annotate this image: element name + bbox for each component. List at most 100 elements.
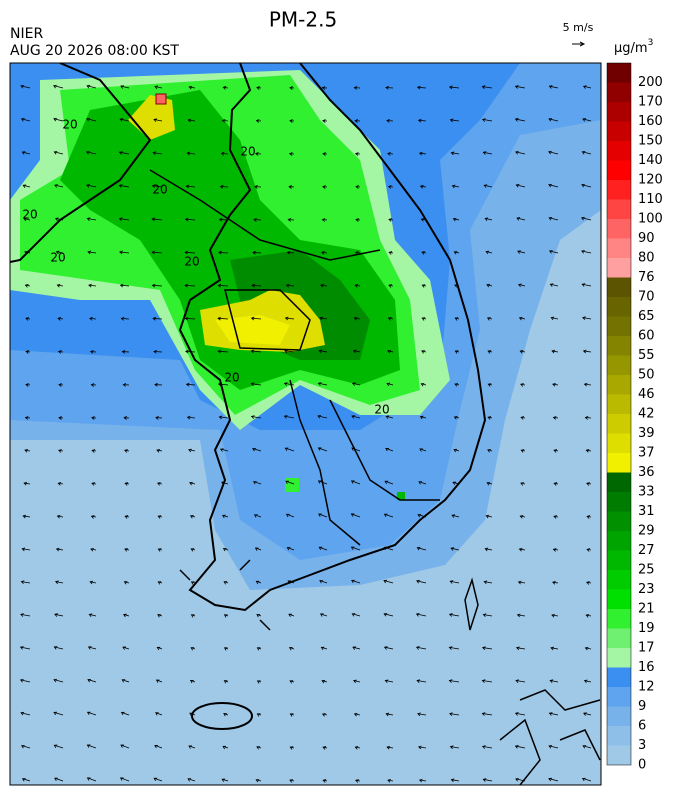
wind-arrow — [153, 118, 163, 123]
colorbar-box — [607, 706, 631, 726]
wind-arrow — [319, 580, 328, 584]
wind-arrow — [449, 118, 460, 123]
datetime: AUG 20 2026 08:00 KST — [10, 43, 179, 59]
wind-arrow — [221, 514, 229, 519]
wind-arrow — [417, 712, 427, 717]
wind-arrow — [585, 614, 592, 618]
wind-arrow — [157, 614, 163, 618]
wind-arrow — [289, 86, 295, 90]
wind-arrow — [118, 217, 130, 222]
colorbar-box — [607, 102, 631, 122]
wind-arrow — [22, 514, 31, 519]
wind-arrow — [418, 151, 427, 156]
wind-arrow — [219, 448, 229, 452]
wind-arrow — [22, 184, 31, 188]
wind-arrow — [55, 547, 64, 552]
wind-arrow — [151, 217, 163, 222]
wind-arrow — [250, 316, 262, 321]
wind-arrow — [254, 184, 262, 189]
wind-arrow — [121, 679, 130, 683]
wind-arrow — [119, 283, 130, 288]
wind-arrow — [289, 119, 295, 123]
wind-arrow — [119, 118, 130, 122]
wind-arrow — [287, 580, 295, 584]
wind-arrow — [354, 746, 361, 750]
wind-arrow — [548, 712, 559, 716]
wind-arrow — [451, 514, 460, 518]
wind-arrow — [184, 250, 196, 255]
wind-arrow — [514, 85, 526, 89]
colorbar-label: 33 — [638, 485, 655, 500]
wind-arrow — [184, 316, 196, 321]
wind-arrow — [188, 745, 196, 749]
wind-scale-label: 5 m/s — [563, 21, 594, 34]
colorbar-label: 6 — [638, 719, 646, 734]
wind-arrow — [188, 85, 196, 90]
colorbar-box — [607, 531, 631, 551]
colorbar-box — [607, 589, 631, 609]
wind-arrow — [450, 547, 460, 551]
wind-arrow — [288, 613, 295, 618]
wind-arrow — [449, 580, 460, 584]
wind-arrow — [223, 614, 229, 618]
wind-arrow — [351, 382, 361, 386]
colorbar-frame — [606, 62, 632, 766]
wind-arrow — [548, 117, 559, 122]
wind-arrow — [386, 382, 394, 387]
wind-arrow — [222, 86, 229, 90]
contour-label: 20 — [224, 371, 239, 385]
wind-arrow — [86, 184, 97, 188]
colorbar-box — [607, 277, 631, 297]
wind-arrow — [388, 284, 394, 288]
wind-arrow — [151, 250, 163, 255]
wind-arrow — [253, 217, 262, 222]
wind-arrow — [387, 349, 394, 354]
wind-arrow — [321, 713, 328, 717]
wind-arrow — [86, 744, 97, 749]
wind-arrow — [255, 119, 262, 123]
contour-label: 20 — [374, 403, 389, 417]
wind-arrow — [553, 515, 559, 519]
wind-arrow — [157, 515, 163, 519]
wind-arrow — [157, 548, 163, 552]
wind-arrow — [153, 777, 163, 782]
colorbar-label: 39 — [638, 426, 655, 441]
wind-arrow — [57, 482, 64, 486]
wind-arrow — [123, 416, 130, 420]
wind-arrow — [548, 85, 559, 89]
wind-arrow — [416, 546, 427, 551]
wind-arrow — [417, 514, 427, 518]
wind-arrow — [252, 481, 262, 485]
wind-arrow — [516, 613, 526, 618]
wind-arrow — [450, 778, 460, 783]
wind-arrow — [586, 548, 592, 552]
wind-arrow — [189, 481, 196, 486]
wind-arrow — [24, 284, 31, 288]
colorbar-label: 60 — [638, 329, 655, 344]
wind-arrow — [86, 711, 97, 716]
wind-arrow — [418, 778, 427, 783]
colorbar-box — [607, 609, 631, 629]
wind-arrow — [487, 350, 493, 354]
wind-arrow — [322, 119, 328, 123]
wind-arrow — [218, 415, 229, 420]
wind-arrow — [54, 613, 64, 617]
colorbar-box — [607, 238, 631, 258]
wind-arrow — [21, 151, 31, 155]
wind-arrow — [485, 514, 493, 519]
wind-arrow — [448, 679, 460, 683]
wind-arrow — [581, 150, 592, 155]
colorbar-box — [607, 687, 631, 707]
wind-arrow — [223, 647, 229, 651]
wind-arrow — [156, 646, 163, 651]
colorbar-box — [607, 160, 631, 180]
colorbar-box — [607, 316, 631, 336]
colorbar-label: 90 — [638, 231, 655, 246]
wind-arrow — [124, 449, 130, 453]
wind-arrow — [186, 151, 196, 156]
wind-arrow — [483, 580, 493, 585]
colorbar: 0369121617192123252729313336373942465055… — [606, 62, 663, 773]
wind-arrow — [388, 251, 394, 255]
colorbar-box — [607, 375, 631, 395]
